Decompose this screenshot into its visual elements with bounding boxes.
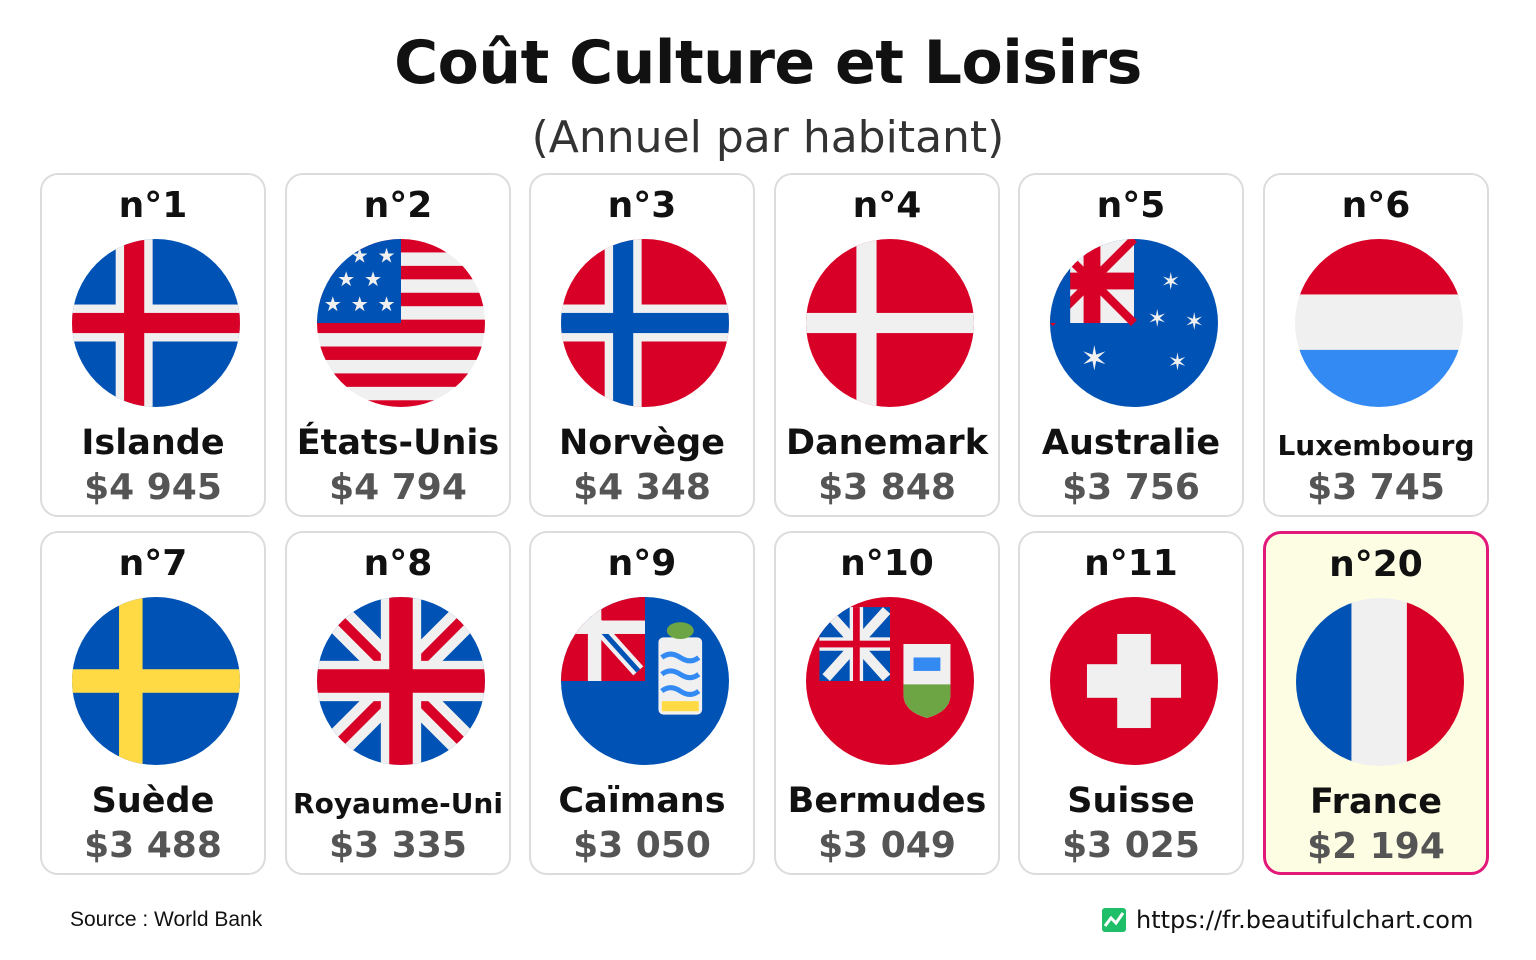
rank-label: n°2 bbox=[363, 185, 433, 226]
rank-label: n°5 bbox=[1096, 185, 1166, 226]
iceland-flag-icon bbox=[72, 239, 240, 407]
country-card-etats-unis: n°2 ★ ★ ★ ★ ★ ★ ★ ★ États-Unis $4 794 bbox=[285, 173, 511, 517]
country-card-caimans: n°9 Caïmans $3 050 bbox=[529, 531, 755, 875]
country-card-france: n°20 France $2 194 bbox=[1263, 531, 1489, 875]
value-label: $3 050 bbox=[573, 825, 711, 866]
rank-label: n°11 bbox=[1084, 543, 1178, 584]
svg-text:★: ★ bbox=[377, 292, 395, 316]
value-label: $4 794 bbox=[329, 467, 467, 508]
country-name: Bermudes bbox=[787, 781, 987, 821]
country-card-norvege: n°3 Norvège $4 348 bbox=[529, 173, 755, 517]
website-link[interactable]: https://fr.beautifulchart.com bbox=[1136, 906, 1474, 934]
svg-text:★: ★ bbox=[324, 292, 342, 316]
svg-text:✶: ✶ bbox=[1147, 304, 1167, 332]
denmark-flag-icon bbox=[806, 239, 974, 407]
france-flag-icon bbox=[1296, 598, 1464, 766]
uk-flag-icon bbox=[317, 597, 485, 765]
value-label: $4 348 bbox=[573, 467, 711, 508]
country-name: Luxembourg bbox=[1277, 429, 1475, 462]
value-label: $3 335 bbox=[329, 825, 467, 866]
value-label: $3 745 bbox=[1307, 467, 1445, 508]
country-name: Caïmans bbox=[558, 781, 726, 821]
country-name: Australie bbox=[1041, 423, 1221, 463]
svg-text:✶: ✶ bbox=[1161, 267, 1181, 295]
value-label: $3 049 bbox=[818, 825, 956, 866]
chart-title: Coût Culture et Loisirs bbox=[394, 28, 1142, 98]
svg-text:★: ★ bbox=[364, 267, 382, 291]
value-label: $3 756 bbox=[1062, 467, 1200, 508]
rank-label: n°10 bbox=[840, 543, 934, 584]
chart-subtitle: (Annuel par habitant) bbox=[531, 112, 1005, 163]
svg-text:★: ★ bbox=[351, 292, 369, 316]
country-card-danemark: n°4 Danemark $3 848 bbox=[774, 173, 1000, 517]
svg-text:★: ★ bbox=[351, 244, 369, 268]
country-name: Suisse bbox=[1067, 781, 1195, 821]
country-card-suisse: n°11 Suisse $3 025 bbox=[1018, 531, 1244, 875]
rank-label: n°4 bbox=[852, 185, 922, 226]
rank-label: n°1 bbox=[118, 185, 188, 226]
country-card-bermudes: n°10 Bermudes $3 049 bbox=[774, 531, 1000, 875]
rank-label: n°20 bbox=[1329, 544, 1423, 585]
source-label: Source : World Bank bbox=[70, 908, 263, 931]
country-name: France bbox=[1310, 782, 1442, 822]
switzerland-flag-icon bbox=[1050, 597, 1218, 765]
svg-text:✶: ✶ bbox=[1168, 348, 1188, 376]
country-name: Danemark bbox=[786, 423, 988, 463]
usa-flag-icon: ★ ★ ★ ★ ★ ★ ★ ★ bbox=[317, 239, 485, 407]
sweden-flag-icon bbox=[72, 597, 240, 765]
country-name: États-Unis bbox=[296, 423, 500, 463]
value-label: $4 945 bbox=[84, 467, 222, 508]
svg-text:★: ★ bbox=[377, 244, 395, 268]
luxembourg-flag-icon bbox=[1295, 239, 1463, 407]
bermuda-flag-icon bbox=[806, 597, 974, 765]
norway-flag-icon bbox=[561, 239, 729, 407]
country-card-islande: n°1 Islande $4 945 bbox=[40, 173, 266, 517]
value-label: $3 488 bbox=[84, 825, 222, 866]
svg-text:✶: ✶ bbox=[1184, 308, 1204, 336]
country-card-australie: n°5 ✶ ✶ ✶ ✶ ✶ Australie $3 756 bbox=[1018, 173, 1244, 517]
australia-flag-icon: ✶ ✶✶ ✶✶ bbox=[1050, 239, 1218, 407]
svg-text:✶: ✶ bbox=[1080, 339, 1108, 378]
svg-text:★: ★ bbox=[324, 244, 342, 268]
rank-label: n°6 bbox=[1341, 185, 1411, 226]
svg-text:★: ★ bbox=[337, 267, 355, 291]
rank-label: n°9 bbox=[607, 543, 677, 584]
country-name: Norvège bbox=[559, 423, 725, 463]
country-name: Suède bbox=[91, 781, 215, 821]
country-card-royaume-uni: n°8 Royaume-Uni $3 335 bbox=[285, 531, 511, 875]
value-label: $3 848 bbox=[818, 467, 956, 508]
rank-label: n°8 bbox=[363, 543, 433, 584]
value-label: $3 025 bbox=[1062, 825, 1200, 866]
country-card-suede: n°7 Suède $3 488 bbox=[40, 531, 266, 875]
rank-label: n°3 bbox=[607, 185, 677, 226]
country-name: Islande bbox=[81, 423, 225, 463]
country-card-luxembourg: n°6 Luxembourg $3 745 bbox=[1263, 173, 1489, 517]
country-name: Royaume-Uni bbox=[293, 787, 503, 820]
chart-logo-icon bbox=[1102, 908, 1126, 932]
value-label: $2 194 bbox=[1307, 826, 1445, 867]
rank-label: n°7 bbox=[118, 543, 188, 584]
cayman-flag-icon bbox=[561, 597, 729, 765]
